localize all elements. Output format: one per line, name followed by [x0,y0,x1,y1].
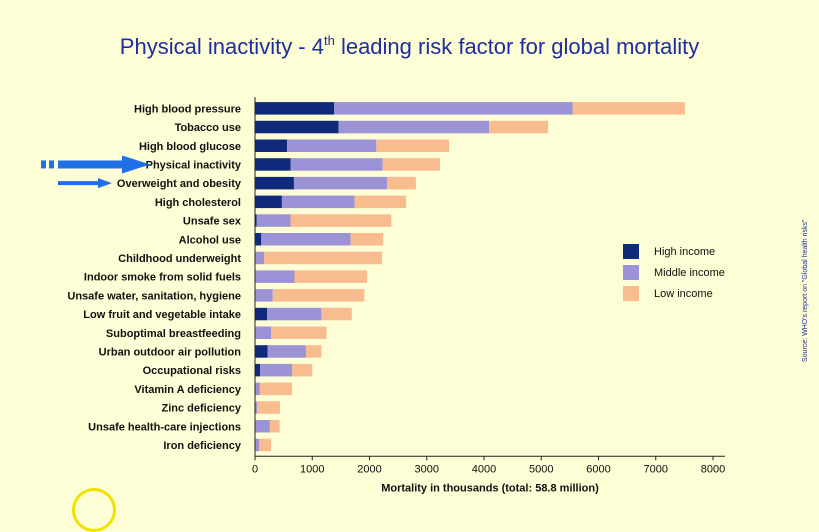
arrow-dash-2 [49,160,54,168]
bar-indoor-smoke-from-solid-fuels-middle-income [256,270,295,283]
category-label-physical-inactivity: Physical inactivity [146,159,242,171]
bar-physical-inactivity-low-income [383,158,440,171]
category-label-overweight-and-obesity: Overweight and obesity [117,178,242,190]
bar-alcohol-use-high-income [255,233,261,246]
bar-high-blood-pressure-middle-income [334,102,573,115]
bar-high-blood-glucose-high-income [255,140,287,153]
category-label-urban-outdoor-air-pollution: Urban outdoor air pollution [99,346,242,358]
bar-unsafe-health-care-injections-low-income [270,420,280,433]
bar-overweight-and-obesity-high-income [255,177,294,190]
bar-high-blood-glucose-middle-income [287,140,376,153]
legend-swatch-high-income [623,244,639,259]
category-label-occupational-risks: Occupational risks [143,365,241,377]
category-label-unsafe-health-care-injections: Unsafe health-care injections [88,421,241,433]
legend-label-middle-income: Middle income [654,267,725,279]
bar-vitamin-a-deficiency-middle-income [255,383,260,396]
legend-swatch-low-income [623,286,639,301]
bar-unsafe-sex-middle-income [257,214,291,227]
category-label-suboptimal-breastfeeding: Suboptimal breastfeeding [106,328,241,340]
category-label-vitamin-a-deficiency: Vitamin A deficiency [134,384,241,396]
category-label-childhood-underweight: Childhood underweight [118,253,241,265]
legend-label-low-income: Low income [654,288,713,300]
category-label-iron-deficiency: Iron deficiency [163,440,242,452]
bar-urban-outdoor-air-pollution-middle-income [268,345,306,358]
x-tick-label-7000: 7000 [644,463,668,475]
category-label-indoor-smoke-from-solid-fuels: Indoor smoke from solid fuels [84,272,241,284]
bar-overweight-and-obesity-middle-income [294,177,387,190]
overweight-arrow-icon [58,178,112,188]
bar-unsafe-sex-low-income [290,214,391,227]
x-tick-label-6000: 6000 [586,463,610,475]
bar-indoor-smoke-from-solid-fuels-low-income [295,270,368,283]
x-tick-label-4000: 4000 [472,463,496,475]
category-label-high-blood-pressure: High blood pressure [134,103,241,115]
bar-overweight-and-obesity-low-income [387,177,416,190]
bar-occupational-risks-middle-income [260,364,292,377]
bar-high-blood-pressure-low-income [573,102,685,115]
bar-suboptimal-breastfeeding-low-income [271,327,327,340]
bar-zinc-deficiency-middle-income [255,401,257,414]
bar-tobacco-use-low-income [489,121,548,134]
category-label-high-blood-glucose: High blood glucose [139,141,241,153]
bar-iron-deficiency-middle-income [256,439,259,452]
category-label-unsafe-water-sanitation-hygiene: Unsafe water, sanitation, hygiene [67,290,241,302]
legend-swatch-middle-income [623,265,639,280]
x-tick-label-2000: 2000 [357,463,381,475]
bar-low-fruit-and-vegetable-intake-high-income [255,308,267,321]
legend-label-high-income: High income [654,246,715,258]
category-label-high-cholesterol: High cholesterol [155,197,241,209]
bar-occupational-risks-high-income [255,364,260,377]
bar-physical-inactivity-high-income [255,158,290,171]
bar-iron-deficiency-low-income [259,439,271,452]
logo-ring [72,488,116,532]
x-tick-label-3000: 3000 [415,463,439,475]
bar-tobacco-use-middle-income [339,121,490,134]
bar-high-cholesterol-high-income [255,196,282,209]
source-note: Source: WHO's report on "Global health r… [802,220,809,362]
x-tick-label-8000: 8000 [701,463,725,475]
arrow-dash-1 [41,160,46,168]
bar-zinc-deficiency-low-income [257,401,280,414]
bar-suboptimal-breastfeeding-middle-income [256,327,271,340]
category-label-alcohol-use: Alcohol use [179,234,241,246]
bar-tobacco-use-high-income [255,121,339,134]
bar-unsafe-water-sanitation-hygiene-low-income [273,289,365,302]
bar-alcohol-use-low-income [351,233,384,246]
bar-urban-outdoor-air-pollution-high-income [255,345,268,358]
category-label-tobacco-use: Tobacco use [175,122,241,134]
bar-low-fruit-and-vegetable-intake-low-income [321,308,351,321]
physical-inactivity-arrow-icon [58,155,150,173]
bar-occupational-risks-low-income [292,364,312,377]
x-tick-label-5000: 5000 [529,463,553,475]
category-label-low-fruit-and-vegetable-intake: Low fruit and vegetable intake [83,309,241,321]
bar-high-blood-glucose-low-income [376,140,449,153]
bar-childhood-underweight-middle-income [256,252,265,265]
category-label-zinc-deficiency: Zinc deficiency [162,403,242,415]
x-tick-label-0: 0 [252,463,258,475]
bar-low-fruit-and-vegetable-intake-middle-income [267,308,321,321]
bar-unsafe-water-sanitation-hygiene-middle-income [256,289,273,302]
mortality-bar-chart: High blood pressure Tobacco use High blood… [0,0,819,500]
bar-childhood-underweight-low-income [264,252,382,265]
bar-urban-outdoor-air-pollution-low-income [306,345,321,358]
x-axis-label: Mortality in thousands (total: 58.8 mill… [381,482,599,494]
bar-unsafe-health-care-injections-middle-income [256,420,270,433]
x-tick-label-1000: 1000 [300,463,324,475]
bar-vitamin-a-deficiency-low-income [260,383,292,396]
bar-alcohol-use-middle-income [261,233,350,246]
bar-high-blood-pressure-high-income [255,102,334,115]
bar-high-cholesterol-middle-income [282,196,355,209]
bar-physical-inactivity-middle-income [290,158,382,171]
category-label-unsafe-sex: Unsafe sex [183,216,242,228]
bar-high-cholesterol-low-income [355,196,407,209]
